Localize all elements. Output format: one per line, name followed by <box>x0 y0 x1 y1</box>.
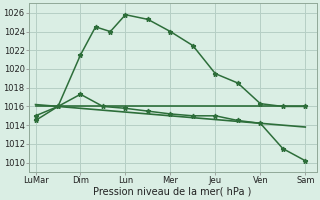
X-axis label: Pression niveau de la mer( hPa ): Pression niveau de la mer( hPa ) <box>93 187 252 197</box>
